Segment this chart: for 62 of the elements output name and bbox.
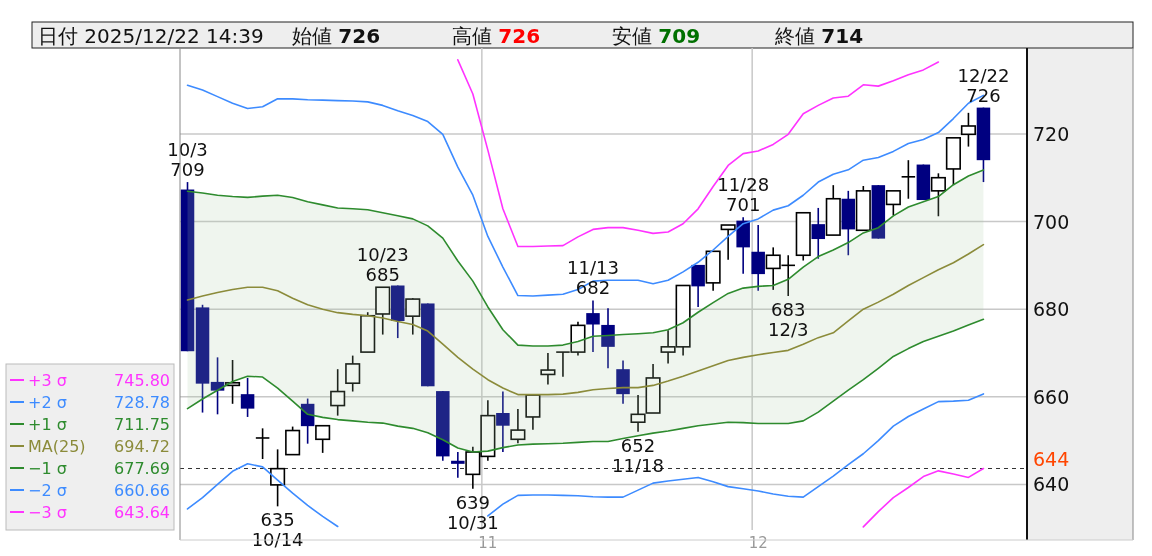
legend-label: +1 σ	[28, 415, 67, 434]
candlestick	[540, 352, 556, 386]
annotation: 始値 726	[292, 24, 381, 48]
legend-label: +3 σ	[28, 371, 67, 390]
legend-label: −2 σ	[28, 481, 67, 500]
y-tick-label: 640	[1033, 473, 1070, 496]
chart-title: 日付 2025/12/22 14:39	[38, 24, 264, 48]
candlestick	[255, 427, 271, 460]
text: 660.66	[114, 481, 170, 500]
annotation: 639 10/31	[446, 491, 499, 533]
annotation: 11/28 701	[717, 174, 770, 216]
legend-label: MA(25)	[28, 437, 86, 456]
text: 711.75	[114, 415, 170, 434]
y-tick-label: 680	[1033, 298, 1070, 321]
annotation: 高値 726	[452, 24, 541, 48]
y-tick-label: 660	[1033, 385, 1070, 408]
candlestick	[586, 299, 600, 353]
line-series	[186, 318, 985, 453]
candlestick	[345, 354, 361, 393]
y-tick-label: 700	[1033, 210, 1070, 233]
ref-line-label: 644	[1033, 448, 1070, 471]
text: 745.80	[114, 371, 170, 390]
text: 643.64	[114, 503, 170, 522]
candlestick	[270, 448, 286, 508]
annotation: 12/22 726	[957, 64, 1010, 106]
text: 677.69	[114, 459, 170, 478]
candlestick	[496, 390, 510, 453]
candlestick	[601, 307, 615, 370]
annotation: 635 10/14	[251, 509, 304, 551]
x-tick-label: 11	[478, 534, 498, 552]
annotation: 10/3 709	[167, 139, 208, 181]
candlestick	[405, 297, 421, 336]
annotation: 終値 714	[774, 24, 864, 48]
candlestick	[330, 368, 346, 417]
candlestick	[960, 112, 976, 148]
candlestick	[930, 172, 946, 218]
candlestick	[451, 451, 465, 479]
annotation: 11/13 682	[567, 257, 619, 299]
candlestick	[691, 264, 705, 308]
annotation: 10/23 685	[356, 244, 409, 286]
text: 694.72	[114, 437, 170, 456]
candlestick	[885, 190, 901, 217]
line-series	[457, 59, 940, 248]
annotation: 652 11/18	[612, 434, 664, 476]
y-tick-label: 720	[1033, 122, 1070, 145]
candlestick	[525, 394, 541, 431]
x-tick-label: 12	[748, 534, 768, 552]
candlestick	[315, 424, 331, 454]
candlestick	[720, 224, 736, 261]
legend-label: −1 σ	[28, 459, 67, 478]
line-series	[862, 467, 985, 528]
annotation: 安値 709	[612, 24, 701, 48]
annotation: 683 12/3	[768, 299, 809, 341]
candlestick	[510, 408, 526, 445]
text: 728.78	[114, 393, 170, 412]
candlestick	[240, 377, 255, 418]
candlestick	[751, 224, 765, 292]
legend-label: −3 σ	[28, 503, 67, 522]
candlestick	[811, 207, 826, 260]
legend-label: +2 σ	[28, 393, 67, 412]
candlestick	[900, 159, 916, 200]
candlestick	[630, 394, 646, 433]
